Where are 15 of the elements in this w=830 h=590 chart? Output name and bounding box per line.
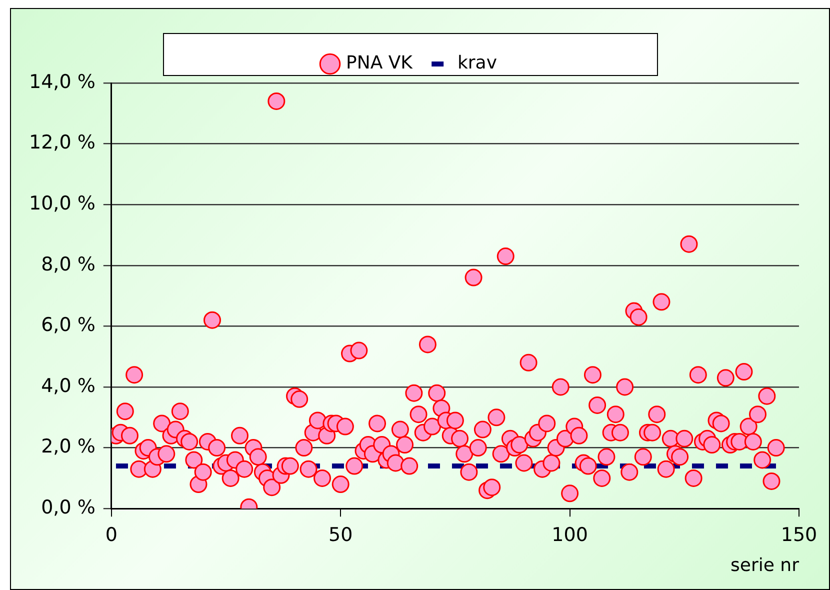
y-tick-label: 10,0 %: [28, 192, 96, 215]
y-tick-label: 12,0 %: [28, 132, 96, 154]
x-tick-label: 0: [105, 524, 118, 546]
x-tick-label: 50: [328, 524, 353, 546]
x-tick-label: 100: [552, 524, 588, 546]
y-tick-label: 0,0 %: [41, 496, 96, 519]
legend-label: krav: [457, 52, 498, 74]
y-tick-label: 4,0 %: [41, 374, 96, 397]
legend-label: PNA VK: [346, 52, 414, 74]
y-tick-label: 2,0 %: [41, 436, 96, 458]
x-axis-title: serie nr: [730, 554, 800, 576]
y-tick-label: 14,0 %: [28, 70, 96, 93]
y-tick-label: 8,0 %: [41, 253, 96, 276]
x-tick-label: 150: [780, 524, 818, 546]
y-tick-label: 6,0 %: [41, 314, 96, 336]
